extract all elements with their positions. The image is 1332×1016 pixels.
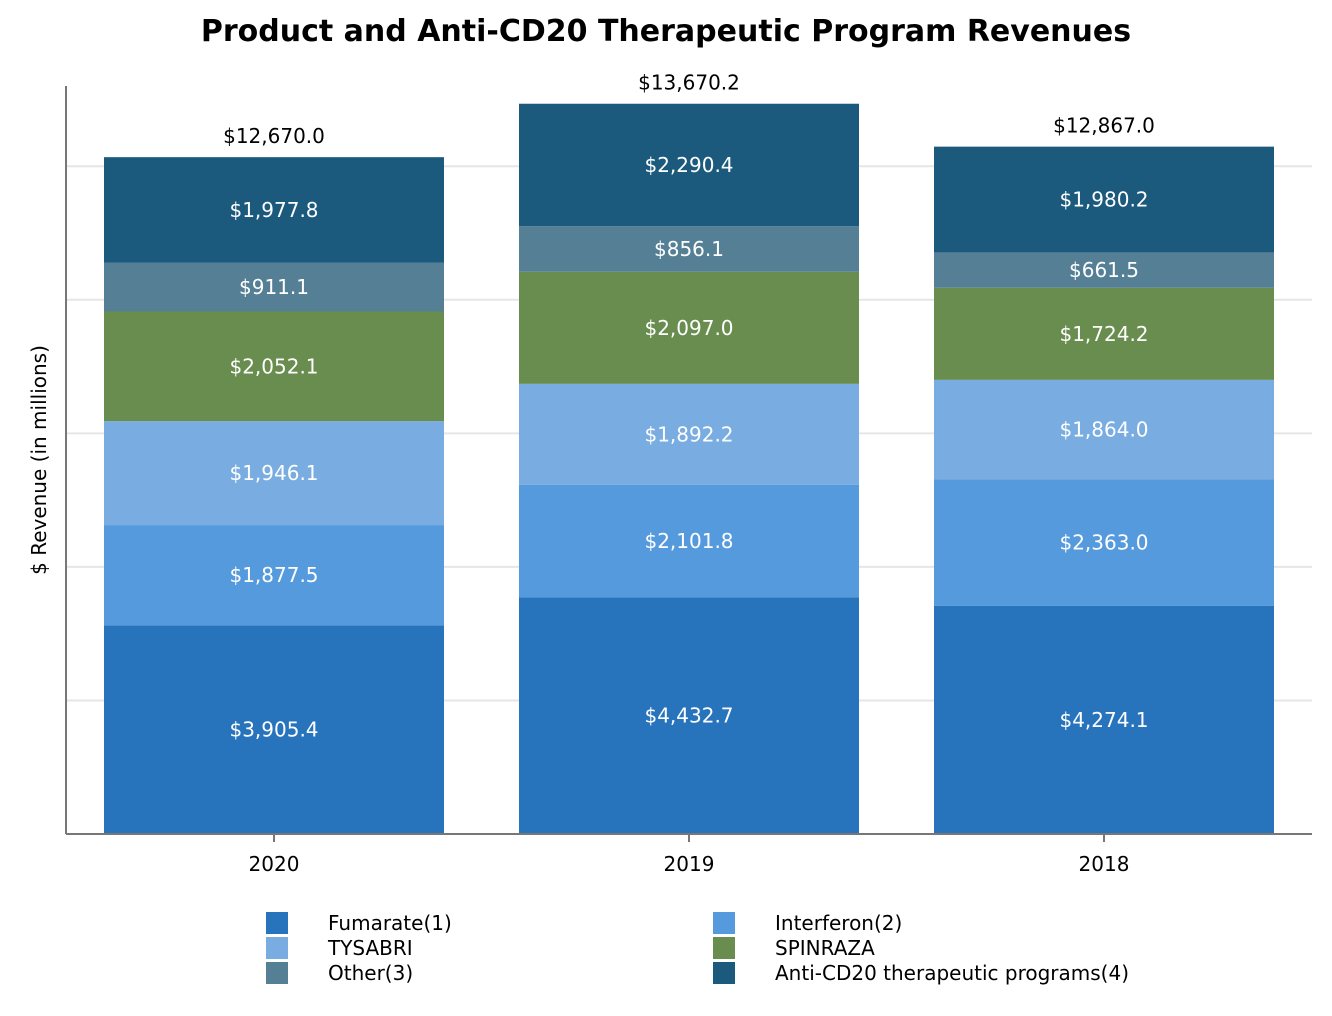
legend-item: SPINRAZA <box>713 936 875 960</box>
bar-segment <box>519 103 859 227</box>
data-label: $1,724.2 <box>1059 322 1148 346</box>
legend-swatch <box>266 962 288 984</box>
y-axis-label: $ Revenue (in millions) <box>27 345 51 575</box>
bar-segment <box>104 262 444 312</box>
bar-labels: $3,905.4 $1,877.5 $1,946.1 $2,052.1 $911.1 $1… <box>223 71 1155 742</box>
legend-label: TYSABRI <box>328 936 413 960</box>
bar-segment <box>519 271 859 384</box>
legend-swatch <box>713 937 735 959</box>
chart-plot: $3,905.4 $1,877.5 $1,946.1 $2,052.1 $911.1 $1… <box>27 71 1312 876</box>
legend-label: Interferon(2) <box>775 911 903 935</box>
bar-segment <box>934 605 1274 834</box>
x-tick-label: 2018 <box>1079 852 1130 876</box>
x-tick-label: 2020 <box>249 852 300 876</box>
legend-swatch <box>266 937 288 959</box>
chart-title: Product and Anti-CD20 Therapeutic Progra… <box>200 14 1132 49</box>
legend-swatch <box>713 912 735 934</box>
data-label: $2,290.4 <box>644 153 733 177</box>
bar-segment <box>519 383 859 485</box>
x-tick-label: 2019 <box>664 852 715 876</box>
legend-label: SPINRAZA <box>775 936 875 960</box>
data-label: $2,052.1 <box>229 354 318 378</box>
total-label: $13,670.2 <box>638 71 740 95</box>
legend-label: Fumarate(1) <box>328 911 452 935</box>
total-label: $12,867.0 <box>1053 114 1155 138</box>
bar-segment <box>934 146 1274 253</box>
data-label: $1,864.0 <box>1059 418 1148 442</box>
data-label: $661.5 <box>1069 258 1139 282</box>
bar-segment <box>519 484 859 598</box>
legend-label: Anti-CD20 therapeutic programs(4) <box>775 961 1129 985</box>
bar-segment <box>104 157 444 263</box>
legend-item: Anti-CD20 therapeutic programs(4) <box>713 961 1129 985</box>
legend-swatch <box>266 912 288 934</box>
data-label: $4,432.7 <box>644 704 733 728</box>
data-label: $1,892.2 <box>644 422 733 446</box>
bar-segment <box>934 379 1274 480</box>
data-label: $2,101.8 <box>644 529 733 553</box>
legend-item: TYSABRI <box>266 936 413 960</box>
bar-segment <box>519 597 859 834</box>
data-label: $1,977.8 <box>229 198 318 222</box>
data-label: $1,980.2 <box>1059 188 1148 212</box>
data-label: $3,905.4 <box>229 718 318 742</box>
legend-item: Fumarate(1) <box>266 911 452 935</box>
data-label: $4,274.1 <box>1059 708 1148 732</box>
bar-segment <box>104 421 444 526</box>
data-label: $2,097.0 <box>644 316 733 340</box>
data-label: $1,877.5 <box>229 563 318 587</box>
bar-segment <box>934 287 1274 380</box>
data-label: $856.1 <box>654 237 724 261</box>
legend-item: Interferon(2) <box>713 911 902 935</box>
data-label: $2,363.0 <box>1059 531 1148 555</box>
bar-segment <box>934 252 1274 288</box>
legend-item: Other(3) <box>266 961 413 985</box>
legend-swatch <box>713 962 735 984</box>
bar-segment <box>519 226 859 272</box>
legend-label: Other(3) <box>328 961 414 985</box>
bar-segment <box>934 479 1274 606</box>
bars <box>104 103 1274 834</box>
bar-segment <box>104 625 444 834</box>
bar-segment <box>104 525 444 626</box>
data-label: $1,946.1 <box>229 461 318 485</box>
bar-segment <box>104 311 444 422</box>
axes: 2020 2019 2018 <box>65 86 1312 876</box>
total-label: $12,670.0 <box>223 124 325 148</box>
data-label: $911.1 <box>239 275 309 299</box>
